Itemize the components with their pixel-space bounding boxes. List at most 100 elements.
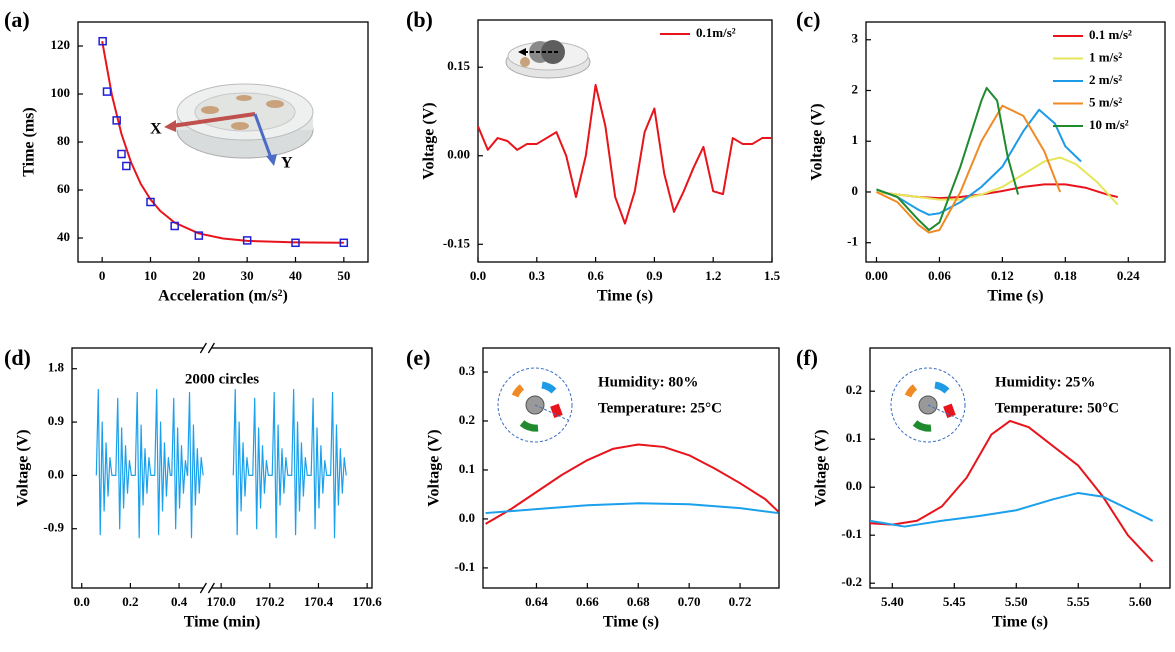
x-axis-title: Time (s) — [987, 288, 1043, 305]
annotation: 2000 circles — [185, 371, 259, 387]
x-tick-label: 0.4 — [171, 594, 188, 609]
y-tick-label: 0.1 — [846, 430, 862, 445]
legend-label: 1 m/s² — [1089, 49, 1122, 64]
data-point — [117, 149, 126, 159]
inset-icon — [890, 367, 966, 443]
data-point — [98, 36, 107, 46]
y-axis-title: Voltage (V) — [426, 429, 443, 506]
x-tick-label: 5.50 — [1005, 594, 1028, 609]
data-point — [112, 116, 121, 125]
y-tick-label: 0.0 — [846, 478, 862, 493]
annotation: Y — [281, 155, 293, 172]
y-tick-label: 100 — [51, 85, 71, 100]
data-line — [101, 41, 344, 244]
y-tick-label: 120 — [51, 37, 71, 52]
x-tick-label: 0.3 — [529, 268, 546, 283]
x-axis-title: Acceleration (m/s²) — [158, 288, 288, 305]
data-point — [146, 197, 155, 207]
x-tick-label: 0.66 — [576, 594, 599, 609]
axis-break — [199, 582, 207, 594]
x-tick-label: 0.00 — [865, 268, 888, 283]
legend-label: 10 m/s² — [1089, 117, 1129, 132]
legend-label: 5 m/s² — [1089, 94, 1122, 109]
panel-label: (c) — [796, 7, 820, 32]
x-axis-title: Time (s) — [992, 614, 1048, 631]
legend-label: 0.1 m/s² — [1089, 27, 1132, 42]
x-tick-label: 50 — [337, 268, 350, 283]
x-tick-label: 0.72 — [729, 594, 752, 609]
axis-break — [207, 342, 215, 354]
x-tick-label: 0.2 — [122, 594, 138, 609]
y-axis-title: Time (ms) — [21, 107, 38, 176]
x-tick-label: 0.6 — [587, 268, 604, 283]
axis-break — [199, 342, 207, 354]
data-point — [242, 236, 252, 245]
y-tick-label: 0.0 — [48, 466, 64, 481]
data-line — [485, 502, 779, 515]
x-tick-label: 20 — [192, 268, 205, 283]
annotation: Temperature: 25°C — [598, 400, 722, 416]
x-tick-label: 170.2 — [255, 594, 284, 609]
x-tick-label: 0.0 — [74, 594, 90, 609]
x-tick-label: 10 — [144, 268, 157, 283]
x-tick-label: 0.68 — [627, 594, 650, 609]
data-line — [870, 491, 1154, 528]
x-tick-label: 0.70 — [678, 594, 701, 609]
y-tick-label: 60 — [57, 181, 70, 196]
plot-frame — [71, 347, 373, 589]
legend-label: 0.1m/s² — [696, 25, 736, 40]
x-axis-title: Time (s) — [597, 288, 653, 305]
y-tick-label: 0.2 — [846, 382, 862, 397]
y-tick-label: 0.15 — [447, 58, 470, 73]
data-point — [102, 87, 112, 96]
axis-break — [207, 582, 215, 594]
axis-break — [203, 345, 212, 351]
x-tick-label: 170.4 — [304, 594, 334, 609]
y-tick-label: 1 — [852, 132, 859, 147]
y-tick-label: -1 — [847, 234, 858, 249]
data-point — [291, 238, 300, 248]
data-point — [170, 221, 179, 231]
y-tick-label: 0.0 — [459, 510, 475, 525]
y-tick-label: 0.9 — [48, 413, 65, 428]
x-tick-label: 5.60 — [1129, 594, 1152, 609]
y-tick-label: -0.2 — [841, 574, 862, 589]
data-point — [122, 161, 131, 171]
y-axis-title: Voltage (V) — [421, 102, 438, 179]
y-tick-label: -0.1 — [454, 559, 475, 574]
y-tick-label: -0.1 — [841, 526, 862, 541]
data-line — [870, 419, 1154, 563]
annotation: Temperature: 50°C — [995, 400, 1119, 416]
x-tick-label: 1.2 — [705, 268, 721, 283]
x-tick-label: 0.64 — [525, 594, 548, 609]
y-tick-label: 0.3 — [459, 363, 476, 378]
y-tick-label: -0.9 — [43, 520, 64, 535]
data-line — [95, 388, 347, 539]
panel-label: (b) — [406, 7, 433, 32]
x-tick-label: 0.0 — [470, 268, 486, 283]
y-tick-label: 3 — [852, 31, 859, 46]
annotation: X — [150, 121, 162, 138]
inset-device — [164, 83, 314, 166]
plot-frame — [482, 347, 780, 589]
panel-label: (a) — [4, 7, 30, 32]
y-tick-label: 0 — [852, 183, 859, 198]
x-tick-label: 0 — [99, 268, 106, 283]
y-tick-label: 80 — [57, 133, 70, 148]
y-tick-label: 1.8 — [48, 360, 65, 375]
inset-device — [505, 40, 591, 79]
x-axis-title: Time (min) — [184, 614, 261, 631]
x-tick-label: 0.9 — [646, 268, 663, 283]
y-tick-label: 40 — [57, 229, 70, 244]
annotation: Humidity: 80% — [598, 374, 698, 390]
inset-icon — [497, 367, 573, 443]
y-tick-label: 0.1 — [459, 461, 475, 476]
x-tick-label: 30 — [241, 268, 254, 283]
x-tick-label: 5.40 — [881, 594, 904, 609]
x-tick-label: 170.6 — [353, 594, 383, 609]
x-tick-label: 170.0 — [207, 594, 236, 609]
panel-label: (e) — [406, 345, 430, 370]
data-line — [876, 108, 1082, 216]
panel-label: (d) — [4, 345, 31, 370]
y-tick-label: 2 — [852, 81, 859, 96]
